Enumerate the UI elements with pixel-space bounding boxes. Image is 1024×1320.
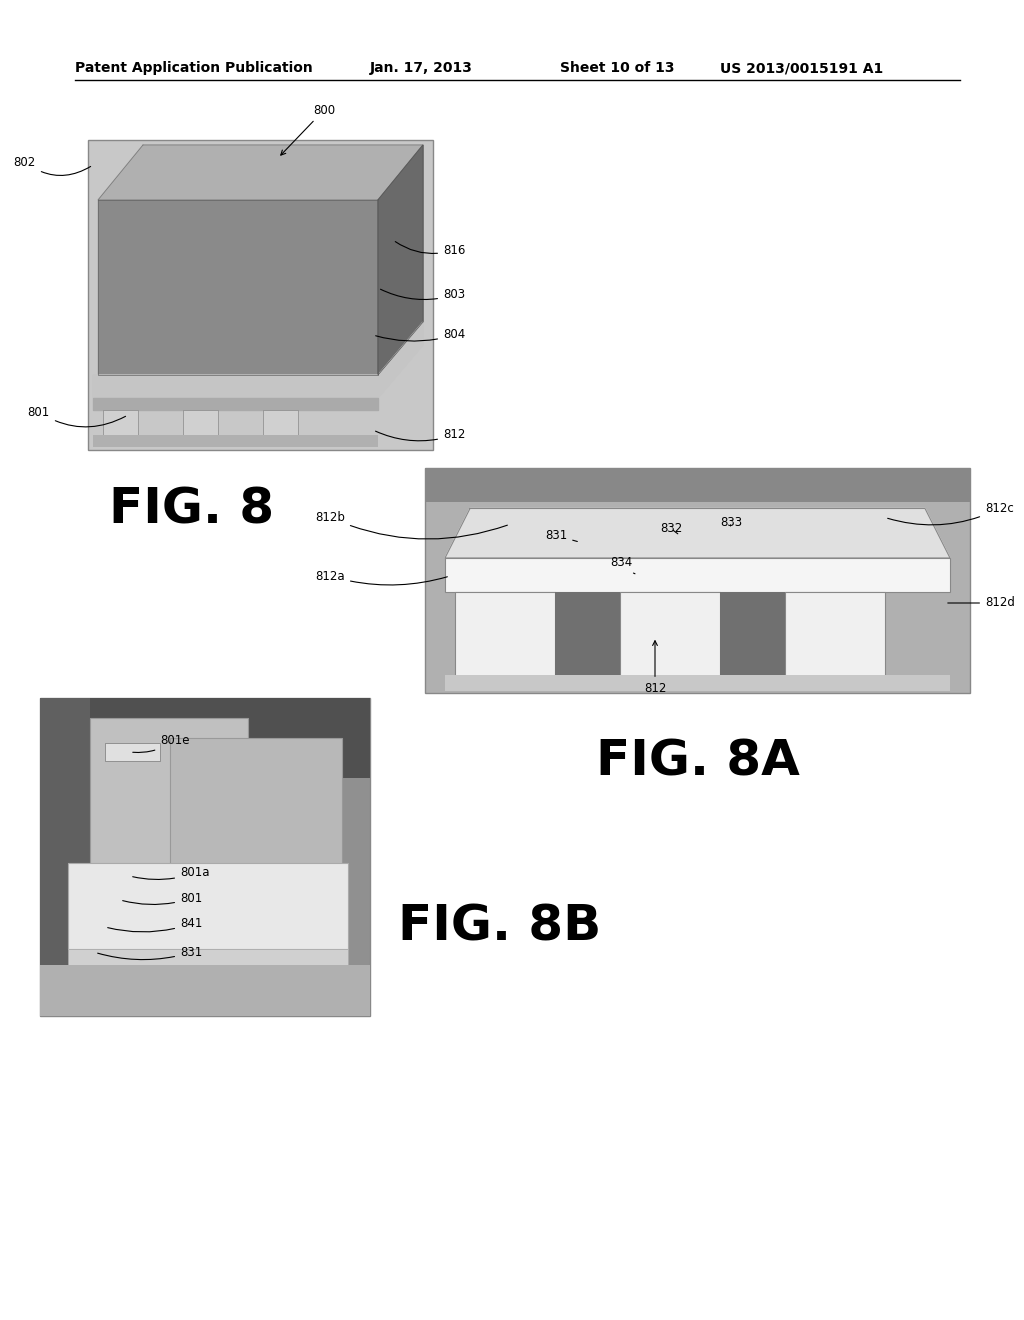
Polygon shape	[98, 145, 423, 201]
Text: FIG. 8B: FIG. 8B	[398, 903, 602, 950]
Text: Patent Application Publication: Patent Application Publication	[75, 61, 312, 75]
Bar	[40, 698, 370, 1016]
Bar	[445, 558, 950, 591]
Bar	[88, 140, 433, 450]
Text: Sheet 10 of 13: Sheet 10 of 13	[560, 61, 675, 75]
Bar	[720, 591, 785, 686]
Text: 831: 831	[97, 946, 203, 960]
Bar	[445, 675, 950, 690]
Bar	[170, 738, 342, 891]
Bar	[183, 411, 218, 438]
Text: 812a: 812a	[315, 569, 447, 585]
Polygon shape	[93, 322, 423, 399]
Text: 812b: 812b	[315, 511, 507, 539]
Polygon shape	[445, 508, 950, 558]
Text: 832: 832	[660, 523, 682, 535]
Text: 801a: 801a	[133, 866, 210, 879]
Bar	[40, 698, 370, 777]
Text: 800: 800	[281, 103, 335, 154]
Bar	[68, 949, 348, 965]
Bar	[620, 591, 720, 686]
Bar	[263, 411, 298, 438]
Bar	[93, 436, 378, 447]
Text: 803: 803	[381, 289, 465, 301]
Bar	[425, 469, 970, 693]
Bar	[90, 718, 249, 883]
Text: 831: 831	[545, 529, 578, 543]
Text: 801: 801	[123, 892, 203, 904]
Polygon shape	[93, 399, 378, 411]
Text: 812: 812	[644, 640, 667, 696]
Bar	[105, 743, 160, 762]
Text: 816: 816	[395, 242, 465, 256]
Bar	[785, 591, 885, 686]
Text: 841: 841	[108, 917, 203, 932]
Text: 801: 801	[28, 405, 126, 426]
Text: US 2013/0015191 A1: US 2013/0015191 A1	[720, 61, 884, 75]
Text: 812c: 812c	[888, 502, 1014, 525]
Text: 812d: 812d	[948, 597, 1015, 610]
Bar	[103, 411, 138, 438]
Text: 804: 804	[376, 329, 465, 342]
Text: 801e: 801e	[133, 734, 189, 752]
Text: 834: 834	[610, 556, 635, 574]
Text: FIG. 8: FIG. 8	[109, 486, 274, 535]
Bar	[425, 469, 970, 502]
Text: 802: 802	[13, 156, 91, 176]
Bar	[40, 965, 370, 1016]
Polygon shape	[98, 201, 378, 375]
Bar	[68, 863, 348, 949]
Polygon shape	[378, 145, 423, 375]
Text: FIG. 8A: FIG. 8A	[596, 737, 800, 785]
Text: Jan. 17, 2013: Jan. 17, 2013	[370, 61, 473, 75]
Text: 812: 812	[376, 429, 465, 441]
Bar	[40, 698, 89, 1016]
Bar	[555, 591, 620, 686]
Text: 833: 833	[720, 516, 742, 528]
Bar	[455, 591, 555, 686]
